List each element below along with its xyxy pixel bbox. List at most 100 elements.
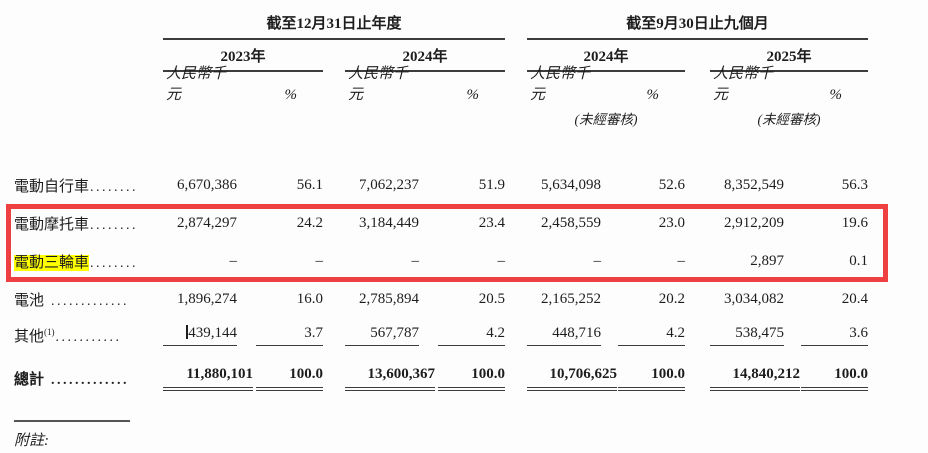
header-row-unaudited: (未經審核) (未經審核) [14, 106, 914, 134]
percent-cell: 100.0 [253, 366, 323, 391]
percent-cell: – [601, 252, 686, 270]
percent-cell: 100.0 [435, 366, 505, 391]
amount-value: 11,880,101 [163, 366, 253, 391]
percent-value: 20.4 [841, 290, 868, 307]
amount-value: 3,184,449 [359, 214, 419, 231]
period-group-cell: 448,716 4.2 [527, 325, 685, 346]
period-group-cell: 7,062,237 51.9 [345, 177, 505, 194]
percent-cell: 23.0 [601, 215, 685, 232]
amount-value: 2,912,209 [724, 214, 784, 231]
period-group-cell: 11,880,101 100.0 [163, 366, 323, 391]
row-label: 總計 ............. [14, 368, 160, 389]
table-row: 總計 ............. 11,880,101 100.0 13,600,36… [14, 358, 914, 398]
percent-label: % [284, 87, 298, 103]
period-group-cell: 14,840,212 100.0 [710, 366, 868, 391]
revenue-breakdown-table: 截至12月31日止年度 截至9月30日止九個月 2023年 2024年 2024… [14, 0, 914, 450]
amount-value: 8,352,549 [724, 176, 784, 193]
row-label-text: 電動自行車 [14, 178, 90, 195]
period-group-cell: 2,874,297 24.2 [163, 215, 323, 232]
amount-value: 1,896,274 [177, 290, 237, 307]
table-body: 電動自行車........ 6,670,386 56.1 7,062,237 51.9 5… [14, 166, 914, 398]
leader-dots: ........ [90, 179, 139, 195]
percent-cell: 20.2 [601, 291, 685, 308]
percent-cell: 52.6 [601, 177, 685, 194]
unit-labels-2025-9m: 人民幣千元 % [710, 66, 868, 106]
percent-value: 0.1 [849, 252, 868, 269]
percent-value: 100.0 [801, 366, 868, 391]
row-label: 電動自行車........ [14, 175, 160, 196]
percent-value: 23.4 [478, 214, 505, 231]
rmb-thousand-label: 人民幣千元 [530, 66, 591, 103]
percent-value: 16.0 [296, 290, 323, 307]
amount-value: 2,785,894 [359, 290, 419, 307]
amount-value: 3,034,082 [724, 290, 784, 307]
amount-value: 2,897 [750, 252, 784, 269]
footnote-label: 附註: [14, 433, 49, 449]
percent-value: – [497, 252, 506, 269]
table-row: 電動自行車........ 6,670,386 56.1 7,062,237 51.9 5… [14, 166, 914, 204]
leader-dots: ............. [45, 372, 130, 388]
unit-labels-2024-9m: 人民幣千元 % [527, 66, 685, 106]
period-group-cell: 13,600,367 100.0 [345, 366, 505, 391]
period-group-cell: 10,706,625 100.0 [527, 366, 685, 391]
amount-value: 567,787 [345, 325, 419, 346]
percent-cell: 3.7 [237, 325, 323, 346]
header-row-units: 人民幣千元 % 人民幣千元 % 人民幣千元 % 人民幣千元 % [14, 66, 914, 106]
leader-dots: ............. [45, 293, 130, 309]
highlight-mark: 電動三輪車 [14, 254, 90, 271]
footnote-rule [14, 420, 130, 422]
period-group-cell: 5,634,098 52.6 [527, 177, 685, 194]
percent-value: 51.9 [478, 176, 505, 193]
amount-value: 439,144 [163, 324, 237, 346]
amount-cell: 8,352,549 [710, 177, 784, 194]
percent-cell: 4.2 [601, 325, 685, 346]
header-label-spacer [14, 40, 160, 72]
period-group-cell: 3,034,082 20.4 [710, 291, 868, 308]
amount-cell: – [345, 252, 420, 270]
col-group-nine-months-sep30: 截至9月30日止九個月 [527, 0, 868, 40]
percent-value: – [315, 252, 324, 269]
percent-value: – [677, 252, 686, 269]
amount-value: – [593, 252, 602, 269]
header-row-periods: 截至12月31日止年度 截至9月30日止九個月 [14, 0, 914, 40]
percent-value: 56.3 [841, 176, 868, 193]
row-label: 電池 ............. [14, 289, 160, 310]
amount-cell: 2,874,297 [163, 215, 237, 232]
percent-value: 20.2 [658, 290, 685, 307]
percent-cell: 24.2 [237, 215, 323, 232]
percent-value: 19.6 [841, 214, 868, 231]
unaudited-spacer [163, 106, 323, 134]
amount-cell: 2,897 [710, 253, 784, 270]
footnote-reference: (1) [44, 326, 55, 337]
period-group-cell: 6,670,386 56.1 [163, 177, 323, 194]
percent-cell: 51.9 [419, 177, 505, 194]
amount-value: 2,874,297 [177, 214, 237, 231]
unit-labels-2023: 人民幣千元 % [163, 66, 323, 106]
header-label-spacer [14, 106, 160, 134]
row-label: 電動摩托車........ [14, 213, 160, 234]
amount-value: 7,062,237 [359, 176, 419, 193]
amount-value: – [229, 252, 238, 269]
amount-value: 6,670,386 [177, 176, 237, 193]
percent-value: 100.0 [438, 366, 505, 391]
leader-dots: ........... [55, 329, 122, 345]
percent-value: 4.2 [618, 325, 685, 346]
amount-value: 538,475 [710, 325, 784, 346]
amount-cell: 567,787 [345, 325, 419, 346]
unaudited-label-2025: (未經審核) [757, 112, 821, 127]
col-year-2024: 2024年 [345, 40, 505, 72]
period-group-cell: 3,184,449 23.4 [345, 215, 505, 232]
amount-cell: 538,475 [710, 325, 784, 346]
period-group-cell: – – [163, 252, 324, 270]
row-label: 電動三輪車........ [14, 251, 160, 272]
amount-cell: 6,670,386 [163, 177, 237, 194]
percent-cell: 20.4 [784, 291, 868, 308]
percent-cell: 0.1 [784, 253, 868, 270]
table-row: 其他(1)........... 439,144 3.7 567,787 4.2 448,… [14, 318, 914, 352]
amount-cell: 2,912,209 [710, 215, 784, 232]
percent-cell: 16.0 [237, 291, 323, 308]
amount-value: 5,634,098 [541, 176, 601, 193]
period-group-cell: 567,787 4.2 [345, 325, 505, 346]
amount-value: – [411, 252, 420, 269]
table-row: 電動摩托車........ 2,874,297 24.2 3,184,449 23.4 2… [14, 204, 914, 242]
